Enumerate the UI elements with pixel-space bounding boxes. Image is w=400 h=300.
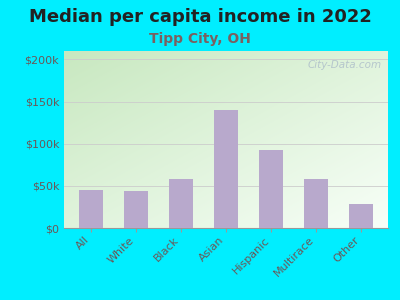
Text: Median per capita income in 2022: Median per capita income in 2022 bbox=[28, 8, 372, 26]
Bar bbox=[214, 110, 238, 228]
Bar bbox=[349, 204, 373, 228]
Text: City-Data.com: City-Data.com bbox=[307, 60, 382, 70]
Bar bbox=[124, 191, 148, 228]
Bar bbox=[169, 179, 193, 228]
Bar bbox=[79, 190, 103, 228]
Bar bbox=[304, 179, 328, 228]
Bar bbox=[259, 151, 283, 228]
Text: Tipp City, OH: Tipp City, OH bbox=[149, 32, 251, 46]
